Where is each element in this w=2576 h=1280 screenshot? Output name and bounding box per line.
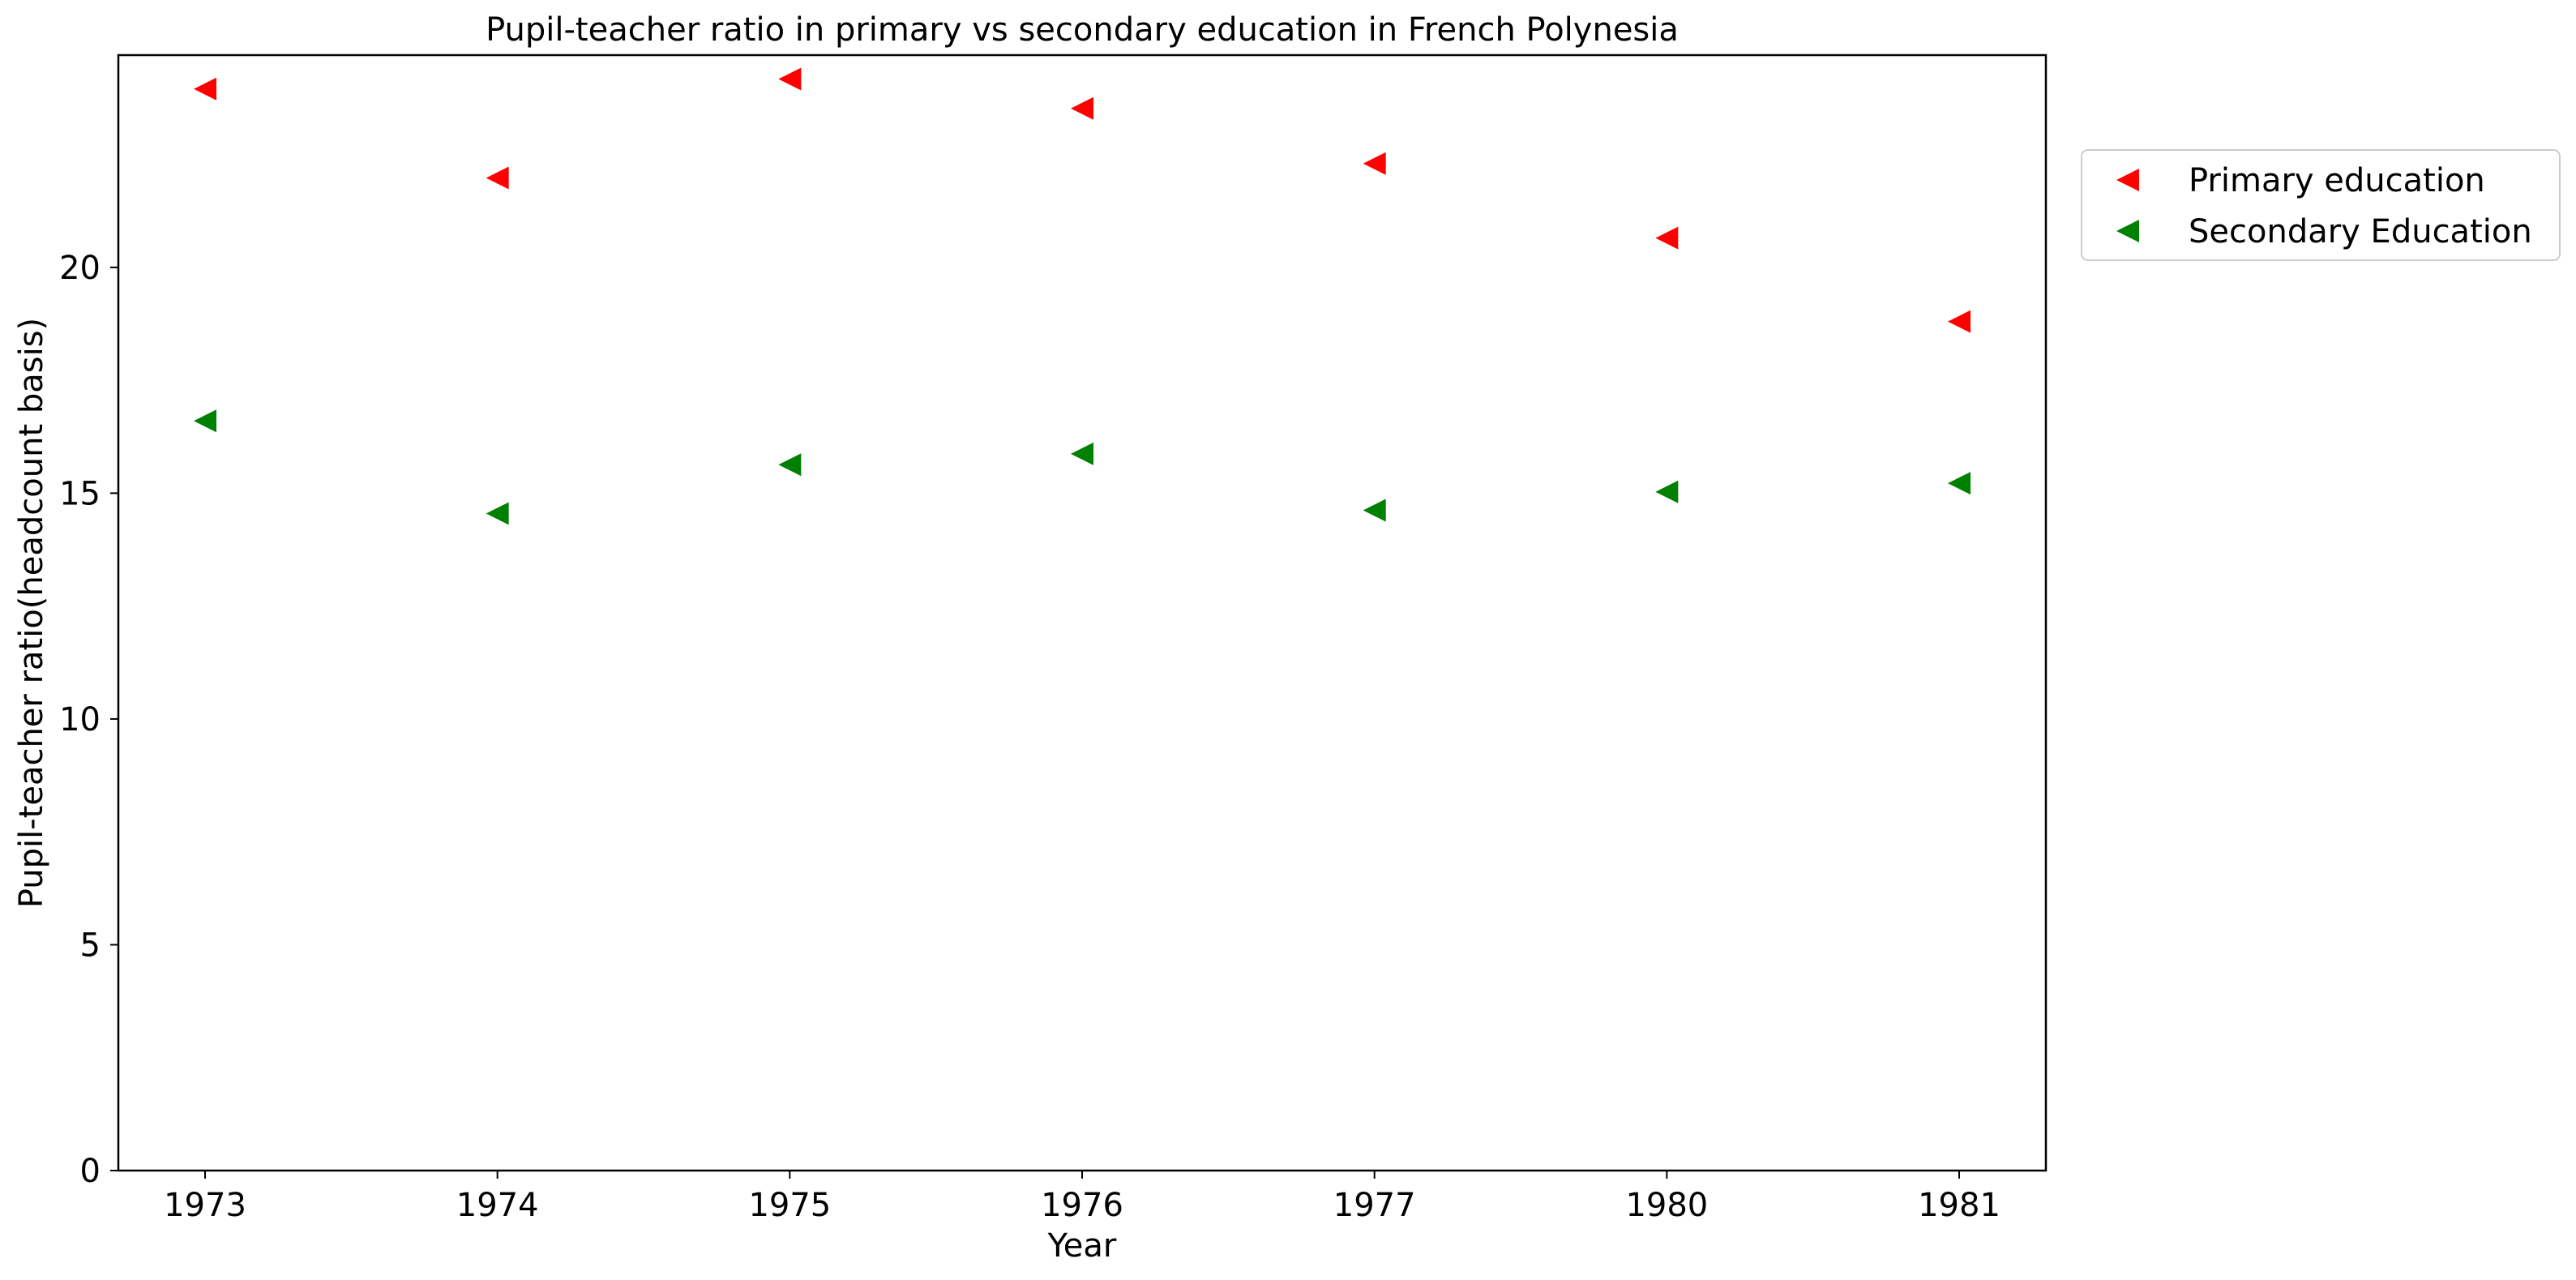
y-tick-label: 0: [80, 1153, 101, 1190]
y-axis-label: Pupil-teacher ratio(headcount basis): [13, 318, 50, 908]
data-point-secondary-education-1976: [1071, 442, 1094, 465]
data-point-secondary-education-1981: [1948, 472, 1971, 495]
legend-label-secondary-education: Secondary Education: [2189, 213, 2532, 250]
chart-title: Pupil-teacher ratio in primary vs second…: [486, 11, 1679, 49]
x-tick-label: 1975: [748, 1187, 831, 1224]
data-point-secondary-education-1974: [486, 502, 509, 525]
x-tick-label: 1976: [1041, 1187, 1123, 1224]
data-point-secondary-education-1975: [778, 453, 802, 477]
y-axis-ticks: 0 5 10 15 20: [59, 250, 118, 1190]
plot-area: [117, 54, 2048, 1172]
legend-label-primary-education: Primary education: [2189, 162, 2485, 199]
y-tick-label: 15: [59, 475, 101, 512]
x-tick-label: 1973: [164, 1187, 246, 1224]
y-tick-label: 20: [59, 250, 101, 287]
series-layer: [194, 67, 1971, 525]
data-point-primary-education-1973: [194, 77, 216, 101]
x-tick-label: 1977: [1333, 1187, 1416, 1224]
data-point-primary-education-1976: [1071, 96, 1094, 120]
x-axis-ticks: 1973 1974 1975 1976 1977 1980 1981: [164, 1171, 2000, 1224]
x-axis-label: Year: [1047, 1227, 1117, 1265]
data-point-primary-education-1977: [1363, 152, 1386, 175]
series-secondary-education: [194, 409, 1971, 525]
data-point-primary-education-1980: [1655, 226, 1679, 250]
data-point-secondary-education-1977: [1363, 499, 1386, 522]
data-point-primary-education-1975: [778, 67, 802, 91]
data-point-secondary-education-1973: [194, 409, 216, 433]
x-tick-label: 1980: [1625, 1187, 1708, 1224]
legend: Primary education Secondary Education: [2081, 149, 2561, 261]
x-tick-label: 1981: [1918, 1187, 2000, 1224]
y-tick-label: 5: [80, 927, 101, 964]
series-primary-education: [194, 67, 1971, 333]
legend-marker-primary-education: [2116, 169, 2139, 191]
data-point-primary-education-1974: [486, 166, 509, 190]
legend-marker-secondary-education: [2116, 220, 2139, 242]
data-point-secondary-education-1980: [1655, 480, 1679, 503]
x-tick-label: 1974: [456, 1187, 539, 1224]
y-tick-label: 10: [59, 701, 101, 738]
data-point-primary-education-1981: [1948, 310, 1971, 333]
legend-box: [2081, 149, 2561, 261]
